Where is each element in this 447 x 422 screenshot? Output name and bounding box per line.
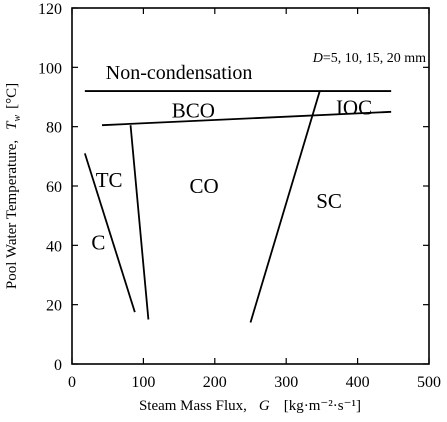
x-axis-label: Steam Mass Flux, G [kg·m⁻²·s⁻¹] bbox=[139, 398, 361, 414]
boundary-line-4 bbox=[129, 125, 150, 320]
boundary-line-2 bbox=[101, 110, 392, 127]
boundary-line-3 bbox=[83, 153, 136, 313]
y-tick-label: 60 bbox=[46, 179, 62, 196]
y-tick-label: 120 bbox=[38, 1, 62, 18]
diameter-annotation: D=5, 10, 15, 20 mm bbox=[312, 51, 426, 66]
region-labels: Non-condensation BCO IOC TC CO SC C bbox=[91, 62, 372, 255]
boundary-line-5 bbox=[249, 90, 321, 323]
x-tick-label: 200 bbox=[203, 374, 227, 391]
region-label-c: C bbox=[91, 230, 105, 254]
region-label-tc: TC bbox=[96, 168, 123, 192]
region-label-co: CO bbox=[189, 174, 218, 198]
axis-ticks bbox=[71, 7, 430, 365]
y-tick-label: 40 bbox=[46, 238, 62, 255]
y-tick-label: 100 bbox=[38, 60, 62, 77]
x-tick-label: 100 bbox=[131, 374, 155, 391]
region-label-non-condensation: Non-condensation bbox=[106, 62, 253, 84]
x-tick-label: 400 bbox=[346, 374, 370, 391]
boundary-lines bbox=[83, 90, 392, 323]
region-label-ioc: IOC bbox=[336, 95, 372, 119]
x-tick-label: 300 bbox=[274, 374, 298, 391]
y-tick-label: 80 bbox=[46, 120, 62, 137]
y-axis-label: Pool Water Temperature,Tw[°C] bbox=[4, 83, 23, 289]
region-label-sc: SC bbox=[316, 189, 342, 213]
region-label-bco: BCO bbox=[172, 98, 215, 122]
y-tick-label: 20 bbox=[46, 298, 62, 315]
tick-labels: 0 100 200 300 400 500 0 20 40 60 80 100 120 bbox=[38, 1, 441, 391]
y-tick-label: 0 bbox=[54, 357, 62, 374]
x-tick-label: 0 bbox=[68, 374, 76, 391]
x-tick-label: 500 bbox=[417, 374, 441, 391]
